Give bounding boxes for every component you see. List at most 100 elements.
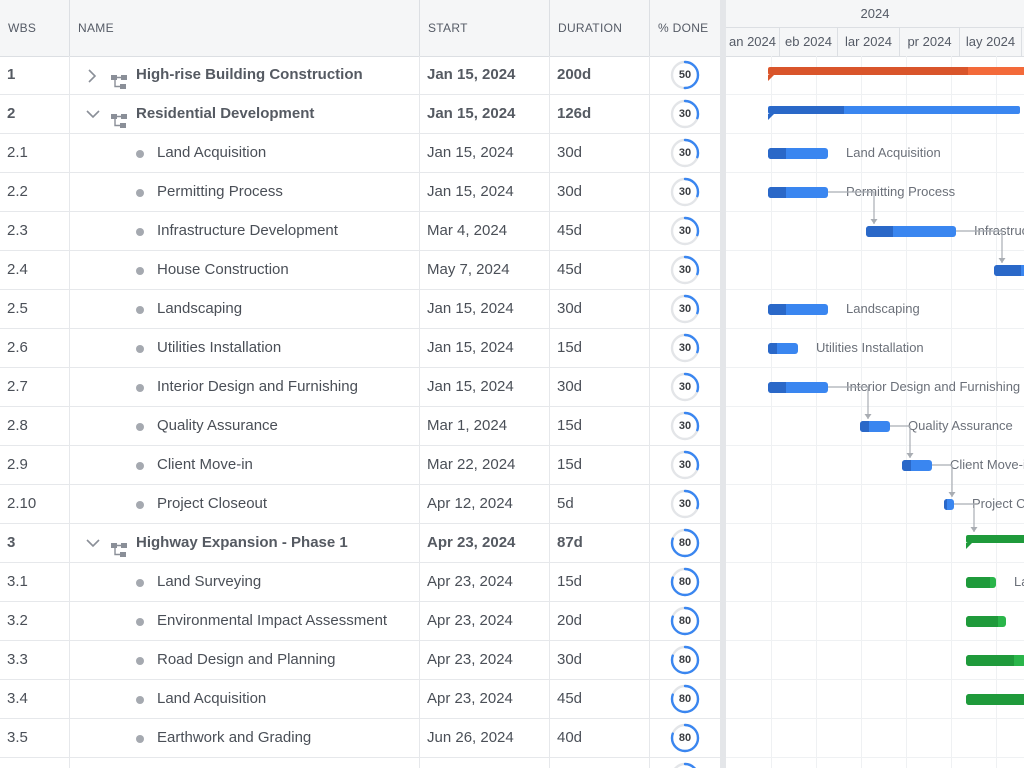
task-row[interactable]: 2.2 Permitting Process Jan 15, 2024 30d 30 (0, 173, 720, 212)
task-row[interactable]: 2.1 Land Acquisition Jan 15, 2024 30d 30 (0, 134, 720, 173)
column-header-duration[interactable]: DURATION (550, 0, 650, 56)
task-row[interactable]: 3.5 Earthwork and Grading Jun 26, 2024 40d 8… (0, 719, 720, 758)
start-date-cell: Apr 23, 2024 (420, 680, 550, 718)
task-bar[interactable] (966, 616, 1006, 627)
start-date-cell: Jan 15, 2024 (420, 95, 550, 133)
task-row[interactable]: 2.9 Client Move-in Mar 22, 2024 15d 30 (0, 446, 720, 485)
task-row[interactable]: 3.4 Land Acquisition Apr 23, 2024 45d 80 (0, 680, 720, 719)
name-cell[interactable]: Road Design and Planning (70, 641, 420, 679)
percent-done-value: 80 (678, 654, 692, 666)
timeline-header: 2024 an 2024 eb 2024 lar 2024 pr 2024 lay 20… (726, 0, 1024, 57)
chevron-down-icon[interactable] (84, 95, 100, 133)
name-cell[interactable]: Client Move-in (70, 446, 420, 484)
name-cell[interactable]: Land Acquisition (70, 680, 420, 718)
task-bar[interactable] (768, 382, 828, 393)
column-header-wbs[interactable]: WBS (0, 0, 70, 56)
name-cell[interactable]: Interior Design and Furnishing (70, 368, 420, 406)
percent-done-cell: 80 (650, 524, 720, 562)
percent-done-value: 80 (678, 615, 692, 627)
task-row[interactable]: 3.2 Environmental Impact Assessment Apr 23… (0, 602, 720, 641)
timeline-month: an 2024 (726, 28, 780, 56)
column-header-start[interactable]: START (420, 0, 550, 56)
task-bar[interactable] (768, 343, 798, 354)
duration-cell: 40d (550, 719, 650, 757)
leaf-task-dot-icon (136, 501, 144, 509)
task-bar[interactable] (944, 499, 954, 510)
summary-task-bar[interactable] (768, 67, 1024, 81)
name-cell[interactable]: Permitting Process (70, 173, 420, 211)
name-cell[interactable]: Residential Development (70, 95, 420, 133)
wbs-cell: 2.10 (0, 485, 70, 523)
task-name: House Construction (157, 261, 289, 278)
task-row[interactable]: 2.6 Utilities Installation Jan 15, 2024 15d… (0, 329, 720, 368)
start-date-cell: Jan 15, 2024 (420, 290, 550, 328)
name-cell[interactable]: Landscaping (70, 290, 420, 328)
hierarchy-icon (110, 67, 128, 89)
task-bar[interactable] (966, 655, 1024, 666)
percent-done-value: 80 (678, 693, 692, 705)
task-bar-label: Land Surveyi (1014, 574, 1024, 589)
chevron-down-icon[interactable] (84, 524, 100, 562)
task-row[interactable]: 2.4 House Construction May 7, 2024 45d 30 (0, 251, 720, 290)
start-date-cell: Apr 23, 2024 (420, 524, 550, 562)
percent-done-value: 30 (678, 186, 692, 198)
leaf-task-dot-icon (136, 345, 144, 353)
task-bar-progress (866, 226, 893, 237)
task-row[interactable]: 2.8 Quality Assurance Mar 1, 2024 15d 30 (0, 407, 720, 446)
task-grid: WBS NAME START DURATION % DONE 1 High-ris… (0, 0, 720, 768)
percent-done-value: 80 (678, 732, 692, 744)
task-name: Utilities Installation (157, 339, 282, 356)
name-cell[interactable]: Land Acquisition (70, 134, 420, 172)
timeline-gridline (816, 56, 817, 768)
task-bar[interactable] (966, 577, 996, 588)
task-row[interactable]: 2.10 Project Closeout Apr 12, 2024 5d 30 (0, 485, 720, 524)
summary-task-row[interactable]: 2 Residential Development Jan 15, 2024 126d… (0, 95, 720, 134)
task-bar[interactable] (768, 148, 828, 159)
task-bar[interactable] (768, 304, 828, 315)
task-row[interactable]: 3.1 Land Surveying Apr 23, 2024 15d 80 (0, 563, 720, 602)
name-cell[interactable]: Highway Expansion - Phase 1 (70, 524, 420, 562)
duration-cell: 15d (550, 446, 650, 484)
summary-task-bar[interactable] (768, 106, 1020, 120)
chevron-right-icon[interactable] (84, 56, 100, 94)
name-cell[interactable]: High-rise Building Construction (70, 56, 420, 94)
name-cell[interactable]: Quality Assurance (70, 407, 420, 445)
name-cell[interactable]: Infrastructure Development (70, 212, 420, 250)
task-row[interactable]: 2.5 Landscaping Jan 15, 2024 30d 30 (0, 290, 720, 329)
wbs-cell: 3.3 (0, 641, 70, 679)
progress-ring-icon (670, 762, 700, 768)
task-bar[interactable] (860, 421, 890, 432)
task-name: Quality Assurance (157, 417, 278, 434)
task-row[interactable]: 3.3 Road Design and Planning Apr 23, 2024 3… (0, 641, 720, 680)
name-cell[interactable]: Earthwork and Grading (70, 719, 420, 757)
column-header-percent-done[interactable]: % DONE (658, 21, 709, 35)
timeline-body: Land Acquisition Permitting Process Infras… (726, 56, 1024, 768)
task-bar[interactable] (902, 460, 932, 471)
summary-task-row[interactable]: 1 High-rise Building Construction Jan 15, … (0, 56, 720, 95)
task-bar[interactable] (994, 265, 1024, 276)
name-cell[interactable]: Utilities Installation (70, 329, 420, 367)
leaf-task-dot-icon (136, 267, 144, 275)
task-row[interactable]: 2.3 Infrastructure Development Mar 4, 2024… (0, 212, 720, 251)
task-bar[interactable] (866, 226, 956, 237)
name-cell[interactable]: House Construction (70, 251, 420, 289)
name-cell[interactable] (70, 758, 420, 768)
name-cell[interactable]: Project Closeout (70, 485, 420, 523)
summary-task-row[interactable]: 3 Highway Expansion - Phase 1 Apr 23, 2024… (0, 524, 720, 563)
task-name: Highway Expansion - Phase 1 (136, 534, 348, 551)
name-cell[interactable]: Environmental Impact Assessment (70, 602, 420, 640)
timeline-year: 2024 (726, 0, 1024, 28)
column-header-name[interactable]: NAME (70, 0, 420, 56)
pane-splitter[interactable] (720, 0, 726, 768)
task-row[interactable]: 80 (0, 758, 720, 768)
task-row[interactable]: 2.7 Interior Design and Furnishing Jan 15,… (0, 368, 720, 407)
leaf-task-dot-icon (136, 150, 144, 158)
task-bar-progress (768, 343, 777, 354)
task-bar[interactable] (768, 187, 828, 198)
wbs-cell (0, 758, 70, 768)
name-cell[interactable]: Land Surveying (70, 563, 420, 601)
timeline-row (726, 641, 1024, 680)
duration-cell: 30d (550, 641, 650, 679)
summary-task-bar[interactable] (966, 535, 1024, 549)
task-bar[interactable] (966, 694, 1024, 705)
